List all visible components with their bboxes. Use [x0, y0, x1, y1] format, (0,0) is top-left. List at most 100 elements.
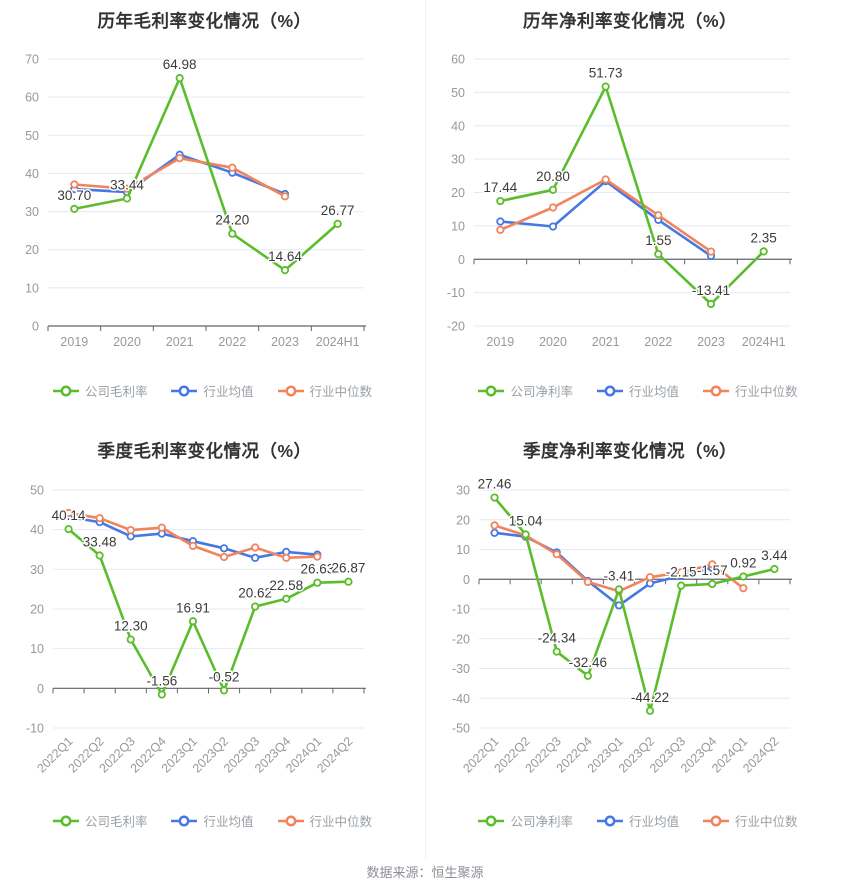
svg-text:2024H1: 2024H1	[742, 335, 786, 349]
svg-text:-3.41: -3.41	[604, 568, 635, 583]
svg-text:1.55: 1.55	[645, 233, 671, 248]
svg-text:2023: 2023	[697, 335, 725, 349]
legend-label: 公司毛利率	[84, 385, 148, 399]
svg-text:2020: 2020	[113, 335, 141, 349]
svg-text:22.58: 22.58	[269, 578, 303, 593]
svg-text:60: 60	[451, 53, 465, 67]
chart-title: 历年毛利率变化情况（%）	[97, 11, 312, 31]
legend-item-company[interactable]: 公司毛利率	[52, 381, 148, 400]
line-circle-marker-icon	[596, 815, 623, 826]
chart-legend: 公司净利率 行业均值 行业中位数	[426, 811, 850, 830]
svg-text:-0.52: -0.52	[209, 669, 240, 684]
svg-text:2022: 2022	[218, 335, 246, 349]
line-circle-marker-icon	[478, 385, 505, 396]
svg-text:20: 20	[25, 243, 39, 257]
line-circle-marker-icon	[478, 815, 505, 826]
svg-text:2019: 2019	[486, 335, 514, 349]
svg-text:-1.57: -1.57	[697, 563, 728, 578]
svg-text:64.98: 64.98	[163, 57, 197, 72]
svg-text:-13.41: -13.41	[692, 283, 730, 298]
quarterly-net-margin-plot: -50-40-30-20-1001020302022Q12022Q22022Q3…	[452, 475, 792, 776]
svg-text:2020: 2020	[539, 335, 567, 349]
legend-item-company[interactable]: 公司毛利率	[52, 811, 147, 830]
svg-text:-30: -30	[452, 662, 470, 676]
svg-text:2019: 2019	[60, 335, 88, 349]
line-circle-marker-icon	[171, 385, 198, 396]
svg-text:40: 40	[25, 167, 39, 181]
line-circle-marker-icon	[703, 385, 729, 396]
legend-item-industry-avg[interactable]: 行业均值	[171, 811, 254, 830]
legend-item-industry-median[interactable]: 行业中位数	[703, 811, 798, 830]
legend-label: 行业均值	[628, 815, 679, 829]
annual-gross-margin-plot: 0 10 20 30 40 50 60 70 2019 2020 2021 2022 2023 2024H…	[25, 53, 366, 349]
svg-text:-10: -10	[26, 722, 44, 736]
legend-label: 行业均值	[628, 385, 679, 399]
svg-text:-10: -10	[447, 286, 465, 300]
svg-text:30: 30	[451, 153, 465, 167]
legend-label: 公司净利率	[510, 385, 573, 399]
legend-item-industry-median[interactable]: 行业中位数	[703, 381, 798, 400]
chart-quarterly-gross-margin: -10 0 10 20 30 40 50 2022Q1 2022Q2 2022Q3 2022Q4 20…	[0, 430, 425, 860]
svg-text:-20: -20	[452, 632, 470, 646]
legend-item-industry-median[interactable]: 行业中位数	[277, 381, 373, 400]
svg-text:-40: -40	[452, 692, 470, 706]
svg-text:0: 0	[458, 253, 465, 267]
svg-text:27.46: 27.46	[478, 477, 512, 492]
svg-text:0.92: 0.92	[730, 556, 756, 571]
svg-text:2021: 2021	[166, 335, 194, 349]
svg-text:60: 60	[25, 91, 39, 105]
legend-item-company[interactable]: 公司净利率	[478, 381, 573, 400]
legend-item-industry-avg[interactable]: 行业均值	[171, 381, 254, 400]
svg-text:0: 0	[463, 573, 470, 587]
svg-text:30: 30	[30, 563, 44, 577]
svg-text:15.04: 15.04	[509, 514, 543, 529]
svg-text:10: 10	[451, 219, 465, 233]
svg-text:20: 20	[30, 603, 44, 617]
legend-label: 行业均值	[203, 815, 254, 829]
legend-item-industry-median[interactable]: 行业中位数	[277, 811, 373, 830]
annual-net-margin-plot: -20 -10 0 10 20 30 40 50 60 2019 2020 2021 2022 2023 2…	[447, 53, 792, 349]
line-circle-marker-icon	[52, 385, 79, 396]
svg-text:10: 10	[25, 281, 39, 295]
line-circle-marker-icon	[596, 385, 623, 396]
svg-text:50: 50	[451, 86, 465, 100]
line-circle-marker-icon	[277, 385, 304, 396]
chart-title: 历年净利率变化情况（%）	[522, 11, 738, 31]
chart-legend: 公司毛利率 行业均值 行业中位数	[0, 381, 425, 400]
svg-text:50: 50	[30, 484, 44, 498]
chart-annual-gross-margin: 0 10 20 30 40 50 60 70 2019 2020 2021 2022 2023 2024H…	[0, 0, 425, 430]
svg-text:-20: -20	[447, 320, 465, 334]
svg-text:2.35: 2.35	[751, 230, 777, 245]
svg-text:40: 40	[451, 119, 465, 133]
svg-text:40: 40	[30, 523, 44, 537]
legend-label: 行业中位数	[309, 815, 373, 829]
svg-text:20.62: 20.62	[238, 586, 272, 601]
line-circle-marker-icon	[277, 815, 304, 826]
legend-item-company[interactable]: 公司净利率	[478, 811, 573, 830]
svg-text:2023: 2023	[271, 335, 299, 349]
chart-title: 季度毛利率变化情况（%）	[97, 441, 312, 461]
svg-text:33.44: 33.44	[110, 177, 144, 192]
chart-title: 季度净利率变化情况（%）	[522, 441, 738, 461]
legend-label: 行业中位数	[309, 385, 373, 399]
svg-text:-10: -10	[452, 603, 470, 617]
quarterly-gross-margin-plot: -10010203040502022Q12022Q22022Q32022Q420…	[26, 484, 367, 776]
svg-text:14.64: 14.64	[268, 249, 302, 264]
svg-text:30.70: 30.70	[57, 188, 91, 203]
svg-text:-44.22: -44.22	[631, 690, 669, 705]
svg-text:26.63: 26.63	[300, 562, 334, 577]
legend-label: 行业中位数	[735, 385, 798, 399]
svg-text:50: 50	[25, 129, 39, 143]
legend-label: 行业中位数	[735, 815, 798, 829]
svg-text:10: 10	[30, 642, 44, 656]
charts-grid: 0 10 20 30 40 50 60 70 2019 2020 2021 2022 2023 2024H…	[0, 0, 850, 860]
legend-item-industry-avg[interactable]: 行业均值	[596, 381, 679, 400]
line-circle-marker-icon	[171, 815, 198, 826]
legend-item-industry-avg[interactable]: 行业均值	[596, 811, 679, 830]
svg-text:0: 0	[32, 320, 39, 334]
svg-text:-50: -50	[452, 722, 470, 736]
svg-text:20: 20	[451, 186, 465, 200]
chart-legend: 公司净利率 行业均值 行业中位数	[426, 381, 850, 400]
chart-legend: 公司毛利率 行业均值 行业中位数	[0, 811, 425, 830]
svg-text:24.20: 24.20	[215, 213, 249, 228]
